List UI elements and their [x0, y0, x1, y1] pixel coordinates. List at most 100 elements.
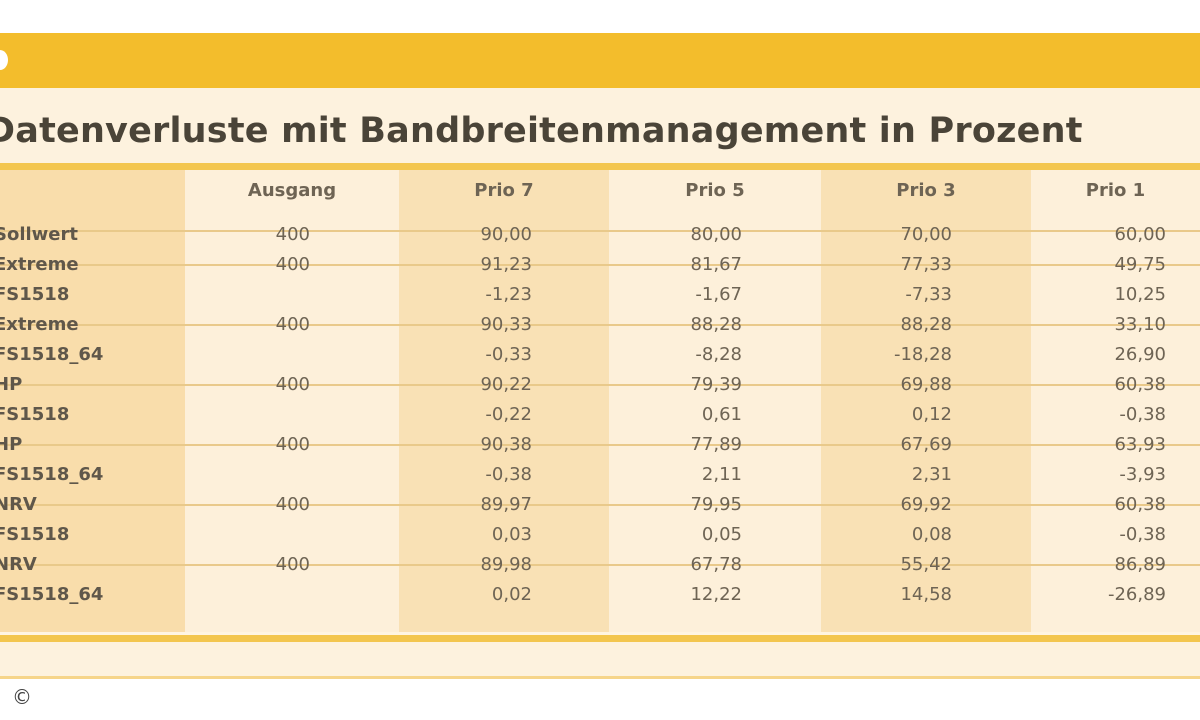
cell-value: 69,88 [900, 374, 952, 395]
cell-deviation: 12,22 [690, 584, 742, 605]
cell-value: 89,98 [480, 554, 532, 575]
cell-value: 67,78 [690, 554, 742, 575]
table-title: Datenverluste mit Bandbreitenmanagement … [0, 111, 1083, 151]
cell-value: 60,00 [1114, 224, 1166, 245]
column-prio5-bg [609, 170, 821, 632]
cell-deviation: -0,22 [485, 404, 532, 425]
row-label: Extreme [0, 254, 79, 275]
cell-value: 60,38 [1114, 374, 1166, 395]
cell-value: 55,42 [900, 554, 952, 575]
cell-value: 90,22 [480, 374, 532, 395]
cell-value: 49,75 [1114, 254, 1166, 275]
cell-deviation: 0,05 [701, 524, 742, 545]
row-label: FS1518 [0, 404, 70, 425]
cell-deviation: 14,58 [900, 584, 952, 605]
column-prio3-bg [821, 170, 1031, 632]
cell-value: 33,10 [1114, 314, 1166, 335]
cell-ausgang: 400 [275, 254, 310, 275]
cell-value: 79,39 [690, 374, 742, 395]
cell-value: 63,93 [1114, 434, 1166, 455]
cell-value: 70,00 [900, 224, 952, 245]
cell-ausgang: 400 [275, 494, 310, 515]
cell-deviation: -0,33 [485, 344, 532, 365]
row-separator [0, 264, 1200, 266]
cell-deviation: 2,11 [701, 464, 742, 485]
bottom-divider-thin [0, 676, 1200, 679]
data-table: Ausgang Prio 7 Prio 5 Prio 3 Prio 1 Soll… [0, 170, 1200, 640]
cell-deviation: -0,38 [1119, 524, 1166, 545]
cell-deviation: -3,93 [1119, 464, 1166, 485]
cell-value: 90,00 [480, 224, 532, 245]
cell-value: 69,92 [900, 494, 952, 515]
row-label: FS1518 [0, 524, 70, 545]
row-label: Sollwert [0, 224, 78, 245]
column-ausgang-bg [185, 170, 399, 632]
row-separator [0, 324, 1200, 326]
row-label: NRV [0, 494, 37, 515]
row-label: NRV [0, 554, 37, 575]
cell-deviation: 0,61 [701, 404, 742, 425]
cell-deviation: -1,23 [485, 284, 532, 305]
row-separator [0, 564, 1200, 566]
cell-deviation: -18,28 [893, 344, 952, 365]
cell-value: 81,67 [690, 254, 742, 275]
cell-deviation: -7,33 [905, 284, 952, 305]
title-band [0, 88, 1200, 166]
cell-deviation: 0,08 [911, 524, 952, 545]
copyright-symbol: © [12, 685, 32, 709]
row-label: Extreme [0, 314, 79, 335]
cell-deviation: 0,03 [491, 524, 532, 545]
cell-value: 79,95 [690, 494, 742, 515]
bottom-band [0, 642, 1200, 678]
cell-value: 88,28 [900, 314, 952, 335]
column-label-bg [0, 170, 185, 632]
bullet-icon [0, 50, 8, 70]
cell-value: 86,89 [1114, 554, 1166, 575]
cell-deviation: -26,89 [1107, 584, 1166, 605]
cell-ausgang: 400 [275, 434, 310, 455]
cell-ausgang: 400 [275, 224, 310, 245]
cell-deviation: 0,02 [491, 584, 532, 605]
header-ausgang: Ausgang [247, 180, 337, 201]
column-prio7-bg [399, 170, 609, 632]
row-separator [0, 230, 1200, 232]
bottom-divider [0, 635, 1200, 642]
row-label: HP [0, 434, 23, 455]
row-label: FS1518_64 [0, 344, 104, 365]
header-prio3: Prio 3 [896, 180, 956, 201]
row-label: FS1518 [0, 284, 70, 305]
cell-ausgang: 400 [275, 314, 310, 335]
cell-deviation: -8,28 [695, 344, 742, 365]
row-separator [0, 384, 1200, 386]
header-prio1: Prio 1 [1085, 180, 1146, 201]
cell-value: 90,33 [480, 314, 532, 335]
cell-ausgang: 400 [275, 374, 310, 395]
row-label: FS1518_64 [0, 464, 104, 485]
row-separator [0, 444, 1200, 446]
column-prio1-bg [1031, 170, 1200, 632]
cell-deviation: 0,12 [911, 404, 952, 425]
row-separator [0, 504, 1200, 506]
cell-value: 77,89 [690, 434, 742, 455]
top-accent-bar [0, 33, 1200, 88]
cell-deviation: -0,38 [1119, 404, 1166, 425]
cell-value: 90,38 [480, 434, 532, 455]
cell-value: 77,33 [900, 254, 952, 275]
cell-value: 89,97 [480, 494, 532, 515]
cell-ausgang: 400 [275, 554, 310, 575]
row-label: HP [0, 374, 23, 395]
cell-deviation: 10,25 [1114, 284, 1166, 305]
cell-value: 67,69 [900, 434, 952, 455]
cell-value: 91,23 [480, 254, 532, 275]
header-prio5: Prio 5 [685, 180, 745, 201]
header-prio7: Prio 7 [474, 180, 534, 201]
cell-deviation: -0,38 [485, 464, 532, 485]
title-divider [0, 163, 1200, 170]
cell-value: 80,00 [690, 224, 742, 245]
cell-deviation: 2,31 [911, 464, 952, 485]
cell-value: 60,38 [1114, 494, 1166, 515]
cell-deviation: 26,90 [1114, 344, 1166, 365]
cell-deviation: -1,67 [695, 284, 742, 305]
cell-value: 88,28 [690, 314, 742, 335]
